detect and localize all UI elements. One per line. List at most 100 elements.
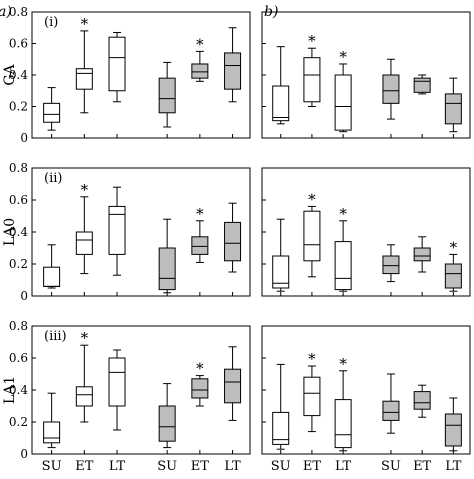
- box-lt-open: [108, 349, 126, 431]
- plot-frame: [261, 325, 471, 455]
- box-lt-open: [334, 63, 352, 133]
- y-tick-label: 0.8: [9, 319, 28, 333]
- significance-star: *: [450, 238, 458, 256]
- box-lt-filled: [224, 202, 242, 273]
- significance-star: *: [81, 15, 89, 33]
- box-su-open: [272, 218, 290, 292]
- iqr-box: [75, 231, 93, 255]
- panel-a-i: [31, 11, 251, 139]
- significance-star: *: [308, 32, 316, 50]
- significance-star: *: [339, 48, 347, 66]
- iqr-box: [224, 221, 242, 262]
- x-category-label: LT: [109, 459, 126, 474]
- panel-b-i: [261, 11, 471, 139]
- y-tick-label: 0.4: [9, 383, 28, 397]
- iqr-box: [272, 411, 290, 445]
- plot-frame: [31, 11, 251, 139]
- box-et-filled: [191, 50, 209, 82]
- plot-frame: [261, 11, 471, 139]
- y-tick-label: 0.2: [9, 257, 28, 271]
- y-tick-label: 0.6: [9, 37, 28, 51]
- x-category-label: ET: [75, 459, 93, 474]
- box-su-filled: [382, 58, 400, 120]
- box-lt-filled: [444, 253, 462, 292]
- box-su-filled: [382, 373, 400, 434]
- y-axis-label: GA: [2, 63, 18, 85]
- x-category-label: ET: [413, 459, 431, 474]
- iqr-box: [224, 52, 242, 90]
- significance-star: *: [196, 35, 204, 53]
- y-axis-label: LA0: [2, 218, 18, 246]
- x-category-label: SU: [42, 459, 62, 474]
- iqr-box: [43, 102, 61, 123]
- significance-star: *: [81, 181, 89, 199]
- box-su-filled: [382, 244, 400, 283]
- y-tick-label: 0: [20, 131, 28, 145]
- box-et-open: [75, 344, 93, 423]
- row-label: (ii): [44, 171, 62, 186]
- box-su-open: [43, 244, 61, 289]
- iqr-box: [303, 57, 321, 103]
- box-et-open: [75, 196, 93, 275]
- iqr-box: [43, 421, 61, 444]
- box-et-filled: [413, 384, 431, 418]
- iqr-box: [334, 74, 352, 131]
- x-category-label: ET: [303, 459, 321, 474]
- box-lt-open: [334, 220, 352, 292]
- box-su-filled: [158, 218, 176, 294]
- y-tick-label: 0.8: [9, 5, 28, 19]
- panel-b-iii: [261, 325, 471, 455]
- box-lt-filled: [224, 27, 242, 103]
- y-tick-label: 0.2: [9, 415, 28, 429]
- significance-star: *: [308, 350, 316, 368]
- iqr-box: [75, 386, 93, 407]
- iqr-box: [108, 36, 126, 92]
- x-category-label: SU: [157, 459, 177, 474]
- y-tick-label: 0.6: [9, 351, 28, 365]
- iqr-box: [444, 263, 462, 289]
- x-category-label: SU: [271, 459, 291, 474]
- y-axis-label: LA1: [2, 376, 18, 404]
- box-su-open: [272, 46, 290, 125]
- box-lt-filled: [224, 346, 242, 421]
- iqr-box: [272, 255, 290, 289]
- iqr-box: [303, 376, 321, 417]
- significance-star: *: [308, 190, 316, 208]
- y-tick-label: 0.8: [9, 161, 28, 175]
- x-category-label: LT: [445, 459, 462, 474]
- panel-label-b: b): [264, 4, 278, 20]
- box-lt-open: [334, 370, 352, 452]
- box-et-open: [75, 30, 93, 114]
- iqr-box: [108, 205, 126, 255]
- y-tick-label: 0.2: [9, 100, 28, 114]
- iqr-box: [413, 247, 431, 262]
- iqr-box: [191, 378, 209, 399]
- panel-a-ii: [31, 167, 251, 297]
- x-category-label: LT: [335, 459, 352, 474]
- plot-frame: [31, 167, 251, 297]
- iqr-box: [444, 413, 462, 447]
- x-category-label: ET: [191, 459, 209, 474]
- row-label: (iii): [44, 329, 67, 344]
- iqr-box: [303, 210, 321, 262]
- box-su-open: [272, 363, 290, 450]
- row-label: (i): [44, 15, 58, 30]
- panel-a-iii: [31, 325, 251, 455]
- significance-star: *: [81, 329, 89, 347]
- iqr-box: [272, 85, 290, 122]
- box-et-filled: [413, 236, 431, 273]
- box-et-filled: [191, 375, 209, 407]
- iqr-box: [382, 255, 400, 275]
- box-su-filled: [158, 383, 176, 449]
- iqr-box: [43, 266, 61, 287]
- iqr-box: [158, 77, 176, 114]
- iqr-box: [413, 391, 431, 410]
- plot-frame: [261, 167, 471, 297]
- panel-label-a: a): [0, 4, 12, 20]
- y-tick-label: 0.6: [9, 193, 28, 207]
- iqr-box: [334, 241, 352, 291]
- box-et-open: [303, 47, 321, 107]
- panel-b-ii: [261, 167, 471, 297]
